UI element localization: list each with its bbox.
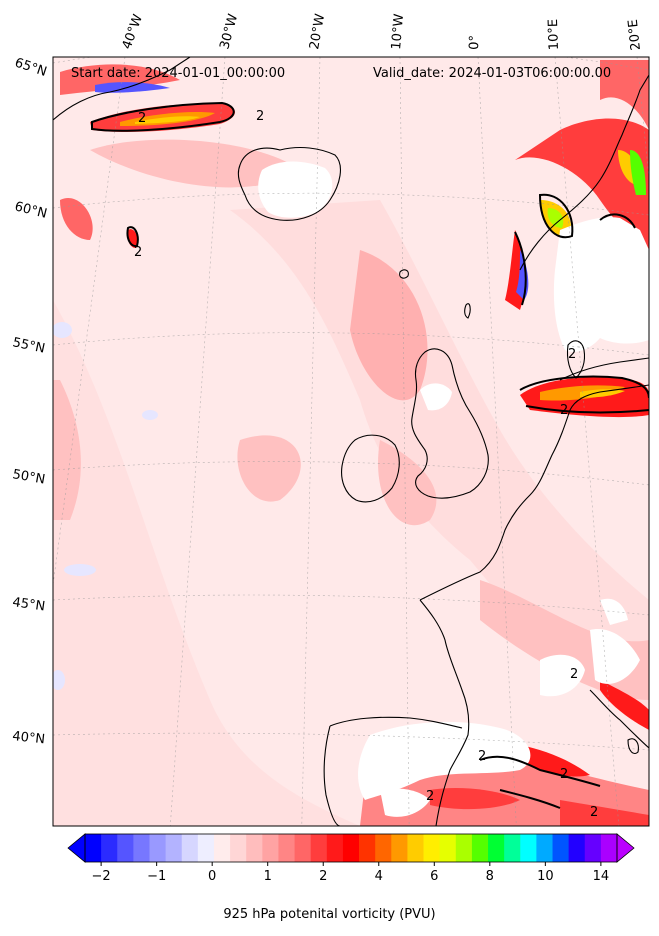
colorbar-tick-label: 1	[264, 869, 272, 884]
colorbar-box	[536, 834, 553, 862]
colorbar-box	[375, 834, 392, 862]
lat-label: 50°N	[11, 467, 46, 487]
map-panel: 2 2 2 2 2 2 2 2 2 2	[53, 57, 649, 826]
contour-label-2: 2	[138, 111, 146, 126]
colorbar-box	[230, 834, 247, 862]
colorbar-over-arrow	[616, 833, 635, 863]
colorbar-box	[568, 834, 586, 862]
lon-label: 40°W	[120, 12, 146, 51]
colorbar-box	[262, 834, 279, 862]
start-date-label: Start date: 2024-01-01_00:00:00	[71, 66, 286, 81]
lon-label: 30°W	[217, 12, 241, 51]
colorbar-box	[600, 834, 618, 862]
colorbar-boxes	[85, 834, 618, 862]
colorbar-box	[310, 834, 328, 862]
colorbar-tick-label: −1	[147, 869, 166, 884]
colorbar-box	[584, 834, 602, 862]
colorbar-tick-label: 10	[537, 869, 554, 884]
contour-label-2: 2	[570, 667, 578, 682]
colorbar-tick-label: 8	[486, 869, 494, 884]
colorbar-ticks: −2 −1 0 1 2 4 6 8 10 14	[92, 862, 610, 884]
colorbar-box	[181, 834, 199, 862]
contour-label-2: 2	[426, 789, 434, 804]
colorbar-box	[439, 834, 457, 862]
colorbar-tick-label: −2	[92, 869, 111, 884]
map-frame	[52, 56, 650, 827]
pv-2-contours	[91, 101, 649, 809]
graticule	[53, 57, 649, 826]
colorbar-box	[423, 834, 441, 862]
colorbar-box	[117, 834, 134, 862]
colorbar-box	[407, 834, 424, 862]
masked-land	[258, 161, 649, 817]
colorbar-box	[520, 834, 537, 862]
lat-label: 55°N	[11, 335, 46, 356]
lon-label: 20°W	[307, 13, 328, 51]
colorbar-tick-label: 14	[593, 869, 610, 884]
contour-label-2: 2	[590, 805, 598, 820]
contour-label-2: 2	[560, 403, 568, 418]
lon-label: 20°E	[626, 18, 644, 51]
colorbar-box	[85, 834, 102, 862]
longitude-labels: 40°W 30°W 20°W 10°W 0° 10°E 20°E	[120, 12, 644, 51]
colorbar-tick-label: 0	[208, 869, 216, 884]
lon-label: 10°E	[546, 19, 562, 51]
colorbar-box	[133, 834, 150, 862]
lat-label: 45°N	[11, 595, 46, 614]
valid-date-label: Valid_date: 2024-01-03T06:00:00.00	[373, 66, 612, 81]
colorbar-tick-label: 4	[375, 869, 383, 884]
colorbar-under-arrow	[67, 833, 86, 863]
lat-label: 65°N	[13, 56, 49, 80]
contour-label-2: 2	[134, 245, 142, 260]
pv-field-negative	[53, 322, 158, 690]
lon-label: 0°	[467, 35, 483, 50]
colorbar-box	[197, 834, 215, 862]
latitude-labels: 65°N 60°N 55°N 50°N 45°N 40°N	[11, 56, 48, 748]
colorbar-box	[342, 834, 360, 862]
pv-background-field	[53, 57, 649, 826]
colorbar-box	[471, 834, 489, 862]
colorbar-box	[455, 834, 473, 862]
colorbar-box	[391, 834, 408, 862]
colorbar-tick-label: 2	[319, 869, 327, 884]
contour-label-2: 2	[256, 109, 264, 124]
colorbar-box	[359, 834, 376, 862]
contour-label-2: 2	[568, 347, 576, 362]
colorbar-box	[149, 834, 166, 862]
colorbar-box	[213, 834, 231, 862]
contour-labels: 2 2 2 2 2 2 2 2 2 2	[134, 109, 598, 820]
coastlines	[53, 57, 649, 826]
colorbar-box	[101, 834, 118, 862]
lat-label: 60°N	[13, 199, 48, 221]
colorbar-box	[326, 834, 344, 862]
colorbar-box	[552, 834, 570, 862]
colorbar-box	[488, 834, 505, 862]
colorbar: −2 −1 0 1 2 4 6 8 10 14	[67, 833, 635, 884]
colorbar-box	[165, 834, 183, 862]
colorbar-frame	[84, 833, 618, 863]
colorbar-title: 925 hPa potenital vorticity (PVU)	[223, 907, 436, 922]
contour-label-2: 2	[478, 749, 486, 764]
colorbar-box	[246, 834, 263, 862]
colorbar-tick-label: 6	[430, 869, 438, 884]
colorbar-box	[294, 834, 312, 862]
lon-label: 10°W	[389, 13, 407, 50]
lat-label: 40°N	[12, 729, 46, 747]
colorbar-box	[504, 834, 521, 862]
colorbar-box	[278, 834, 295, 862]
contour-label-2: 2	[560, 767, 568, 782]
